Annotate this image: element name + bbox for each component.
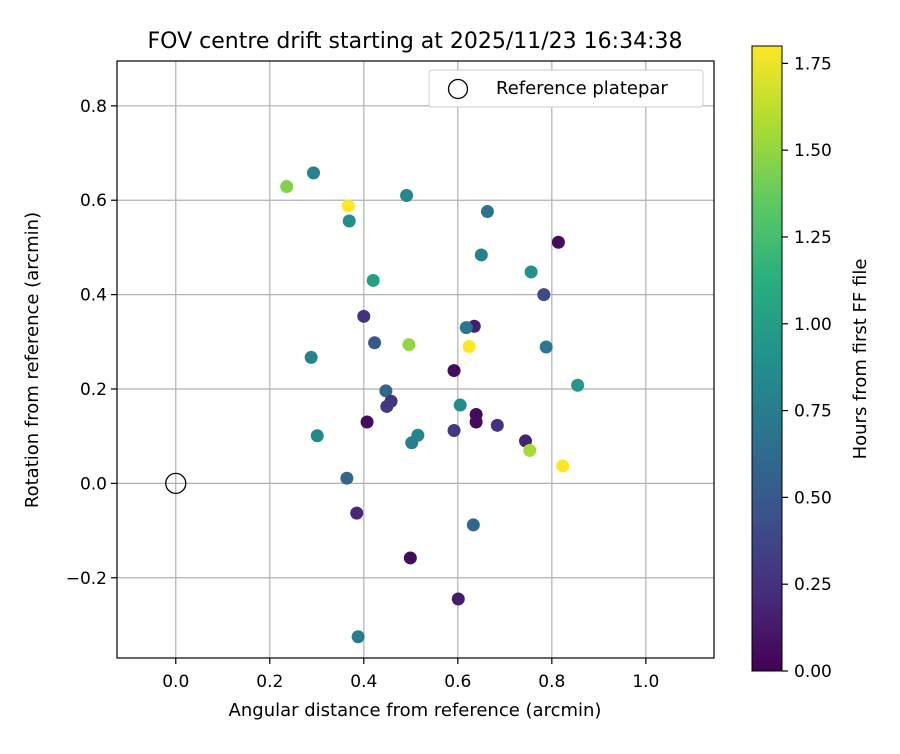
colorbar-tick-label: 1.00 <box>794 315 832 335</box>
y-tick-label: 0.2 <box>80 380 107 400</box>
legend-box <box>428 69 704 108</box>
scatter-point <box>400 189 414 203</box>
colorbar-tick-label: 0.25 <box>794 575 832 595</box>
x-tick-label: 1.0 <box>632 672 659 692</box>
scatter-point <box>469 415 483 429</box>
scatter-point <box>453 398 467 412</box>
scatter-point <box>366 273 380 287</box>
colorbar-tick-label: 1.50 <box>794 141 832 161</box>
plot-frame <box>116 60 715 659</box>
x-tick-label: 0.2 <box>256 672 283 692</box>
y-tick-label: 0.0 <box>80 474 107 494</box>
scatter-point <box>304 350 318 364</box>
scatter-point <box>379 384 393 398</box>
y-tick-label: −0.2 <box>66 569 107 589</box>
x-tick-label: 0.8 <box>538 672 565 692</box>
colorbar-label: Hours from first FF file <box>850 259 871 460</box>
colorbar-tick-label: 0.75 <box>794 402 832 422</box>
scatter-point <box>280 180 294 194</box>
plot-area: 0.0 0.2 0.4 0.6 0.8 1.0 −0.2 0.0 0.2 0.4 0.6 0.8 <box>66 60 715 692</box>
reference-marker <box>165 472 187 495</box>
scatter-point <box>402 338 416 352</box>
scatter-point <box>350 506 364 520</box>
scatter-point <box>539 340 553 354</box>
scatter-point <box>490 418 504 432</box>
x-axis-label: Angular distance from reference (arcmin) <box>229 700 602 721</box>
x-tick-label: 0.6 <box>444 672 471 692</box>
scatter-point <box>480 205 494 219</box>
colorbar: 0.00 0.25 0.50 0.75 1.00 1.25 1.50 1.75 Hours f… <box>751 45 871 682</box>
scatter-point <box>405 436 419 450</box>
scatter-point <box>403 551 417 565</box>
colorbar-tick-label: 0.50 <box>794 488 832 508</box>
colorbar-tick-label: 0.00 <box>794 662 832 682</box>
colorbar-gradient <box>751 45 783 672</box>
scatter-point <box>459 321 473 335</box>
x-tick-label: 0.0 <box>162 672 189 692</box>
legend-marker <box>447 78 469 100</box>
scatter-point <box>451 592 465 606</box>
x-tick-label: 0.4 <box>350 672 377 692</box>
y-tick-label: 0.4 <box>80 286 107 306</box>
y-tick-label: 0.8 <box>80 97 107 117</box>
scatter-point <box>466 518 480 532</box>
colorbar-tick-label: 1.75 <box>794 54 832 74</box>
scatter-point <box>306 166 320 180</box>
y-axis-ticks: −0.2 0.0 0.2 0.4 0.6 0.8 <box>66 97 117 589</box>
scatter-point <box>357 309 371 323</box>
scatter-point <box>551 235 565 249</box>
scatter-point <box>537 288 551 302</box>
y-axis-label: Rotation from reference (arcmin) <box>22 212 43 508</box>
x-axis-ticks: 0.0 0.2 0.4 0.6 0.8 1.0 <box>162 658 659 692</box>
scatter-point <box>523 443 537 457</box>
scatter-point <box>351 630 365 644</box>
scatter-point <box>341 199 355 213</box>
y-tick-label: 0.6 <box>80 191 107 211</box>
plot-background <box>117 61 714 658</box>
scatter-point <box>380 399 394 413</box>
legend-label: Reference platepar <box>496 78 668 99</box>
scatter-point <box>571 378 585 392</box>
colorbar-tick-label: 1.25 <box>794 228 832 248</box>
scatter-point <box>462 340 476 354</box>
scatter-point <box>368 336 382 350</box>
reference-marker-group <box>165 472 187 495</box>
scatter-point <box>342 214 356 228</box>
scatter-point <box>524 265 538 279</box>
colorbar-ticks: 0.00 0.25 0.50 0.75 1.00 1.25 1.50 1.75 <box>782 54 832 682</box>
chart-title: FOV centre drift starting at 2025/11/23 … <box>148 29 683 54</box>
grid <box>117 61 714 658</box>
scatter-point <box>447 424 461 438</box>
scatter-point <box>447 364 461 378</box>
scatter-point <box>340 471 354 485</box>
scatter-point <box>474 248 488 262</box>
scatter-point <box>556 459 570 473</box>
scatter-points <box>280 166 585 644</box>
scatter-point <box>360 415 374 429</box>
scatter-point <box>310 429 324 443</box>
legend: Reference platepar <box>428 69 704 108</box>
